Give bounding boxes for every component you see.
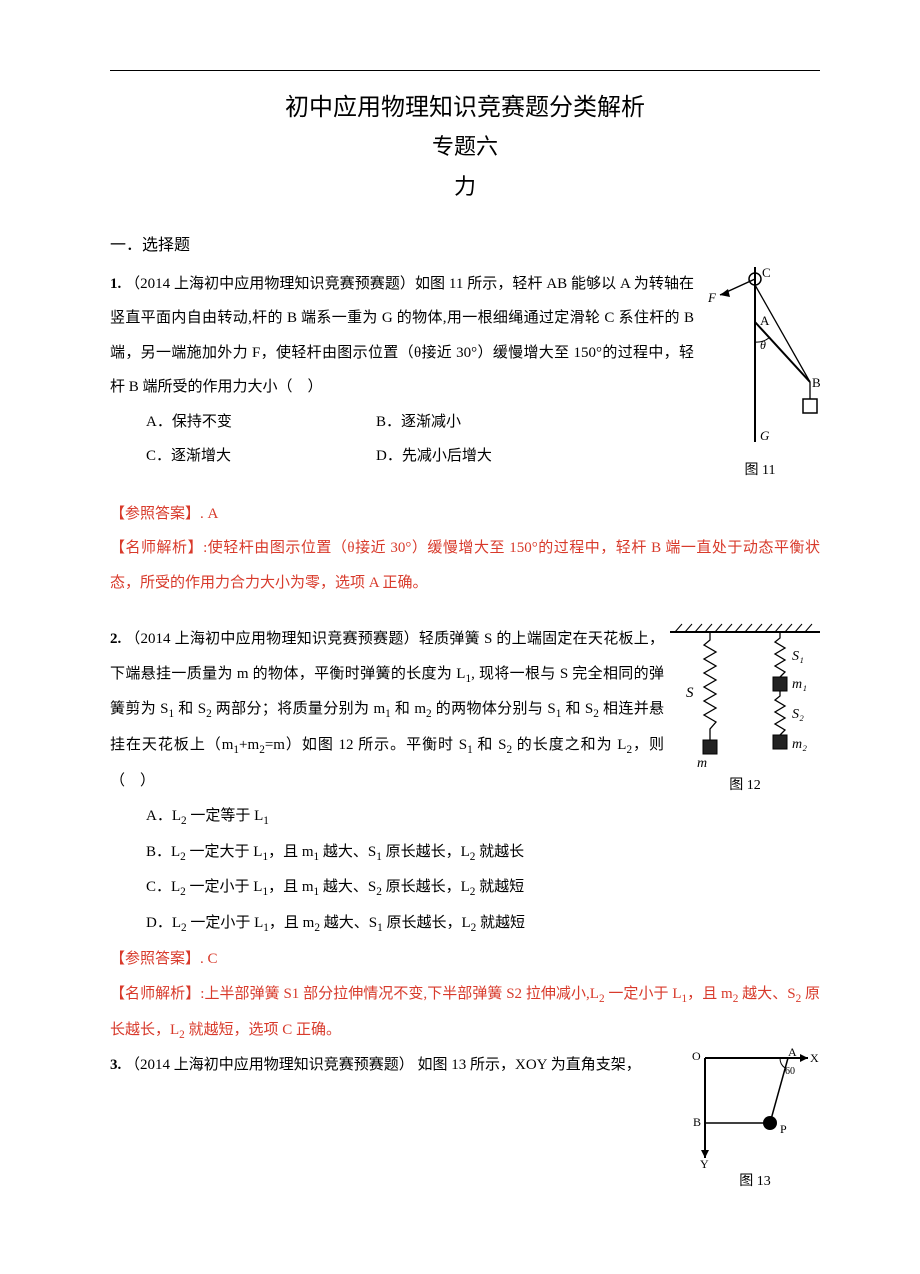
svg-text:A: A <box>788 1048 797 1059</box>
q2an2: 一定小于 L <box>608 986 681 1002</box>
doc-topic: 力 <box>110 167 820 207</box>
page: 初中应用物理知识竞赛题分类解析 专题六 力 一．选择题 F C A θ B G <box>0 0 920 1274</box>
q1-answer-label: 【参照答案】. <box>110 506 204 522</box>
q2an4: 越大、S <box>742 986 795 1002</box>
q2an1: 上半部弹簧 S1 部分拉伸情况不变,下半部弹簧 S2 拉伸减小,L <box>204 986 599 1002</box>
q2-analysis-label: 【名师解析】: <box>110 986 204 1002</box>
q2d6: 就越短 <box>480 915 525 931</box>
q2-opt-c: C．L2 一定小于 L1，且 m1 越大、S2 原长越长，L2 就越短 <box>146 870 820 906</box>
q2-opt-b: B．L2 一定大于 L1，且 m1 越大、S1 原长越长，L2 就越长 <box>146 835 820 871</box>
q2-number: 2. <box>110 631 121 647</box>
doc-title: 初中应用物理知识竞赛题分类解析 <box>110 89 820 127</box>
q2-t10: =m）如图 12 所示。平衡时 S <box>265 737 467 753</box>
q2b3: ，且 m <box>268 844 313 860</box>
q1-analysis-text: 使轻杆由图示位置（θ接近 30°）缓慢增大至 150°的过程中，轻杆 B 端一直… <box>110 540 820 591</box>
q2b1: B．L <box>146 844 180 860</box>
figure-13: O X Y A 60 B P 图 13 <box>690 1048 820 1190</box>
figure-11-caption: 图 11 <box>700 459 820 479</box>
q3-number: 3. <box>110 1057 121 1073</box>
svg-text:A: A <box>760 313 770 328</box>
q1-opt-a: A．保持不变 <box>146 405 376 440</box>
svg-text:P: P <box>780 1122 787 1136</box>
figure-12-svg: S m S₁ m₁ S₂ m₂ <box>670 622 820 772</box>
q2d5: 原长越长，L <box>386 915 470 931</box>
q3-text: （2014 上海初中应用物理知识竞赛预赛题） 如图 13 所示，XOY 为直角支… <box>125 1057 641 1073</box>
svg-text:S₂: S₂ <box>792 707 804 722</box>
question-1: F C A θ B G 图 11 1. （2014 上海初中应用物理知识竞赛预赛… <box>110 267 820 601</box>
figure-11: F C A θ B G 图 11 <box>700 267 820 479</box>
svg-text:B: B <box>693 1115 701 1129</box>
q2-t4: 两部分；将质量分别为 m <box>216 701 385 717</box>
svg-text:O: O <box>692 1049 701 1063</box>
q2-answer-value: C <box>208 951 218 967</box>
svg-text:m: m <box>697 756 707 771</box>
q2-options: A．L2 一定等于 L1 B．L2 一定大于 L1，且 m1 越大、S1 原长越… <box>146 799 820 943</box>
q2c5: 原长越长，L <box>386 879 470 895</box>
svg-text:S: S <box>686 685 694 701</box>
q2a2: 一定等于 L <box>190 808 263 824</box>
svg-text:G: G <box>760 428 770 443</box>
q1-analysis: 【名师解析】:使轻杆由图示位置（θ接近 30°）缓慢增大至 150°的过程中，轻… <box>110 531 820 600</box>
figure-11-svg: F C A θ B G <box>700 267 820 457</box>
q2an3: ，且 m <box>687 986 733 1002</box>
svg-text:C: C <box>762 267 771 280</box>
q2b5: 原长越长，L <box>386 844 470 860</box>
q2-opt-a: A．L2 一定等于 L1 <box>146 799 820 835</box>
q2-answer-label: 【参照答案】. <box>110 951 204 967</box>
q2c1: C．L <box>146 879 180 895</box>
q2c3: ，且 m <box>268 879 313 895</box>
q1-opt-d: D．先减小后增大 <box>376 439 606 474</box>
svg-text:m₁: m₁ <box>792 677 807 692</box>
svg-text:θ: θ <box>760 338 766 352</box>
figure-12: S m S₁ m₁ S₂ m₂ 图 12 <box>670 622 820 794</box>
q1-opt-b: B．逐渐减小 <box>376 405 606 440</box>
doc-subtitle: 专题六 <box>110 127 820 167</box>
q2-t9: +m <box>239 737 259 753</box>
svg-text:B: B <box>812 375 820 390</box>
q2c6: 就越短 <box>479 879 524 895</box>
question-3: O X Y A 60 B P 图 13 3. （2014 上海初中应用物理知识竞… <box>110 1048 820 1083</box>
svg-text:m₂: m₂ <box>792 737 807 752</box>
svg-text:F: F <box>707 290 717 305</box>
q2b6: 就越长 <box>479 844 524 860</box>
q1-answer: 【参照答案】. A <box>110 497 820 532</box>
q1-opt-c: C．逐渐增大 <box>146 439 376 474</box>
q2-t6: 的两物体分别与 S <box>436 701 556 717</box>
q2an6: 就越短，选项 C 正确。 <box>189 1022 342 1038</box>
q2-answer: 【参照答案】. C <box>110 942 820 977</box>
q1-answer-value: A <box>208 506 219 522</box>
q2d4: 越大、S <box>324 915 377 931</box>
q1-analysis-label: 【名师解析】: <box>110 540 207 556</box>
q2-t12: 的长度之和为 L <box>517 737 627 753</box>
section-heading: 一．选择题 <box>110 231 820 255</box>
question-2: S m S₁ m₁ S₂ m₂ 图 12 2. （2014 上海初中应用物理知识… <box>110 622 820 1048</box>
q2-t7: 和 S <box>565 701 593 717</box>
q2d3: ，且 m <box>269 915 314 931</box>
q2c2: 一定小于 L <box>190 879 263 895</box>
svg-text:60: 60 <box>785 1066 795 1077</box>
figure-13-caption: 图 13 <box>690 1170 820 1190</box>
q2a1: A．L <box>146 808 181 824</box>
q2-t3: 和 S <box>178 701 206 717</box>
svg-text:X: X <box>810 1051 819 1065</box>
figure-13-svg: O X Y A 60 B P <box>690 1048 820 1168</box>
q2d1: D．L <box>146 915 181 931</box>
q2-t11: 和 S <box>477 737 506 753</box>
q1-number: 1. <box>110 276 121 292</box>
q2c4: 越大、S <box>323 879 376 895</box>
top-rule <box>110 70 820 71</box>
q2b4: 越大、S <box>323 844 376 860</box>
figure-12-caption: 图 12 <box>670 774 820 794</box>
q2-t5: 和 m <box>395 701 426 717</box>
svg-text:S₁: S₁ <box>792 649 804 664</box>
q1-text: （2014 上海初中应用物理知识竞赛预赛题）如图 11 所示，轻杆 AB 能够以… <box>110 276 694 396</box>
svg-text:Y: Y <box>700 1157 709 1168</box>
q2d2: 一定小于 L <box>190 915 263 931</box>
q2-analysis: 【名师解析】:上半部弹簧 S1 部分拉伸情况不变,下半部弹簧 S2 拉伸减小,L… <box>110 977 820 1049</box>
q2-opt-d: D．L2 一定小于 L1，且 m2 越大、S1 原长越长，L2 就越短 <box>146 906 820 942</box>
q2b2: 一定大于 L <box>190 844 263 860</box>
